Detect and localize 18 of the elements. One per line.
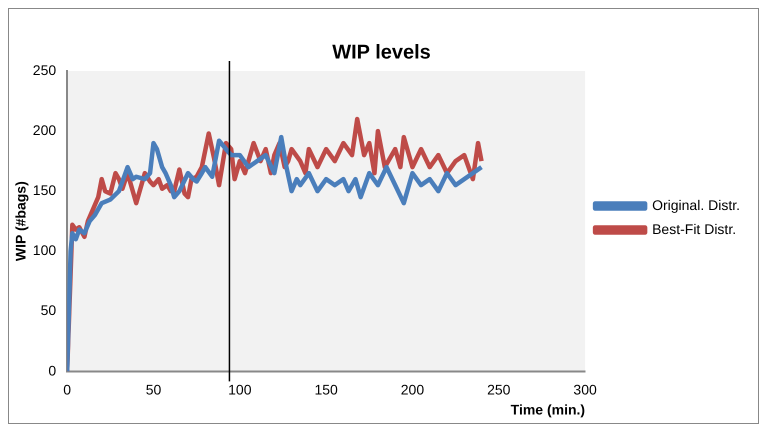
x-tick-label: 150 <box>314 382 338 398</box>
y-tick-label: 250 <box>32 62 56 78</box>
chart-title: WIP levels <box>332 42 431 64</box>
y-tick-label: 200 <box>32 122 56 138</box>
y-tick-label: 150 <box>32 182 56 198</box>
x-tick-label: 250 <box>487 382 511 398</box>
x-tick-label: 200 <box>400 382 424 398</box>
x-tick-label: 300 <box>573 382 597 398</box>
x-tick-label: 100 <box>228 382 252 398</box>
y-tick-label: 50 <box>40 302 56 318</box>
legend-label: Best-Fit Distr. <box>652 220 736 237</box>
legend-label: Original. Distr. <box>652 196 740 213</box>
x-tick-label: 50 <box>146 382 162 398</box>
y-tick-label: 0 <box>48 362 56 378</box>
x-axis-title: Time (min.) <box>510 401 586 418</box>
y-tick-label: 100 <box>32 242 56 258</box>
y-axis-title: WIP (#bags) <box>12 181 28 262</box>
x-tick-label: 0 <box>63 382 72 398</box>
